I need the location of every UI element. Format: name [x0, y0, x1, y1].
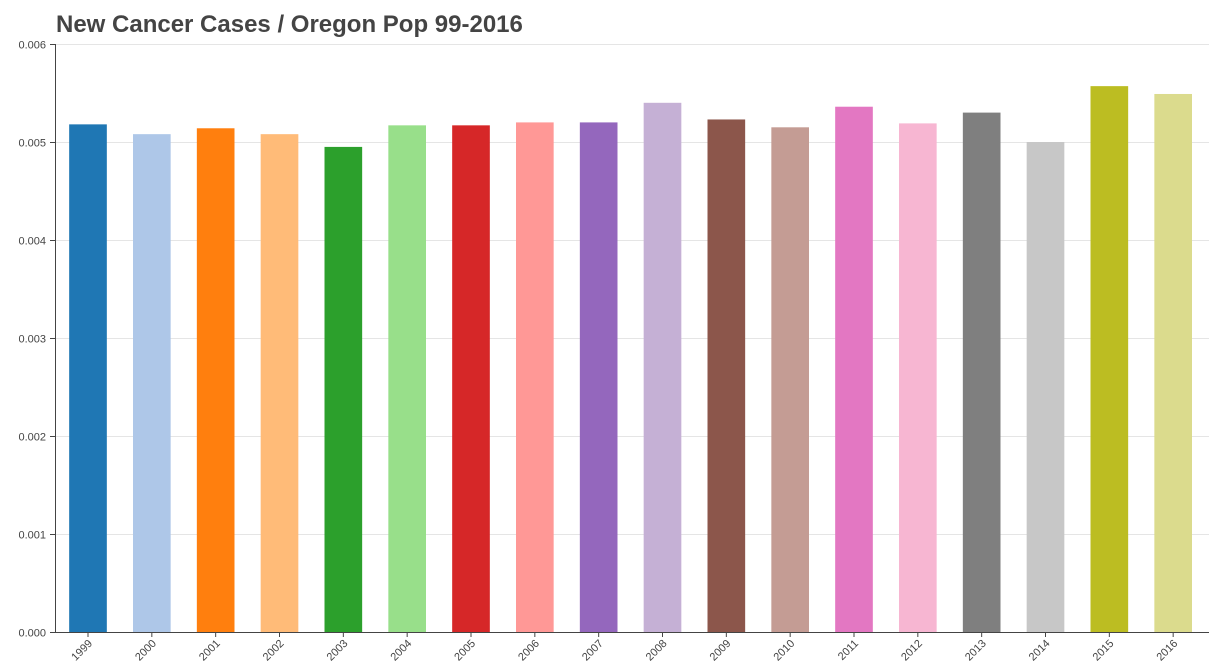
x-tick-label: 2007 — [580, 638, 606, 664]
bar-2001[interactable] — [196, 128, 235, 632]
x-tick-label: 2015 — [1091, 638, 1117, 664]
bar-1999[interactable] — [69, 124, 107, 633]
y-tick-label: 0.001 — [18, 530, 46, 542]
bar-2000[interactable] — [133, 134, 171, 632]
x-tick-label: 2006 — [516, 638, 542, 664]
bar-2005[interactable] — [452, 125, 490, 632]
bar-2004[interactable] — [388, 125, 426, 632]
x-tick-label: 2004 — [388, 638, 414, 664]
gridlines — [55, 44, 1209, 535]
bar-2008[interactable] — [643, 102, 682, 633]
y-tick-label: 0.005 — [18, 138, 46, 150]
x-tick-label: 2016 — [1154, 638, 1180, 664]
x-tick-label: 2005 — [452, 638, 478, 664]
bar-2003[interactable] — [324, 146, 363, 632]
chart-title: New Cancer Cases / Oregon Pop 99-2016 — [56, 11, 523, 38]
x-tick-label: 2012 — [899, 638, 925, 664]
bar-2010[interactable] — [771, 127, 809, 633]
y-tick-label: 0.004 — [18, 236, 46, 248]
y-tick-label: 0.002 — [18, 432, 46, 444]
x-tick-label: 2009 — [708, 638, 734, 664]
bar-2014[interactable] — [1026, 142, 1065, 632]
x-tick-label: 1999 — [69, 638, 95, 664]
y-axis-ticks: 0.000 0.001 0.002 0.003 0.004 0.005 0.006 — [18, 40, 55, 640]
x-tick-label: 2010 — [771, 638, 797, 664]
bar-2011[interactable] — [835, 106, 873, 633]
x-tick-label: 2014 — [1027, 638, 1053, 664]
bar-2015[interactable] — [1090, 86, 1129, 632]
y-tick-label: 0.003 — [18, 334, 46, 346]
x-tick-label: 2011 — [836, 638, 861, 663]
bar-2007[interactable] — [579, 122, 618, 633]
x-tick-label: 2002 — [261, 638, 287, 664]
x-tick-label: 2000 — [133, 638, 159, 664]
y-tick-label: 0.006 — [18, 40, 46, 52]
bar-2009[interactable] — [707, 119, 746, 632]
x-tick-label: 2013 — [963, 638, 989, 664]
y-tick-label: 0.000 — [18, 628, 46, 640]
bars — [69, 86, 1192, 633]
bar-2006[interactable] — [516, 122, 554, 633]
bar-2012[interactable] — [899, 123, 937, 632]
x-axis-ticks: 1999 2000 2001 2002 2003 2004 2005 2006 2007 2008… — [69, 632, 1180, 663]
bar-2016[interactable] — [1154, 93, 1192, 633]
axes — [55, 44, 1209, 633]
x-tick-label: 2003 — [325, 638, 351, 664]
x-tick-label: 2001 — [197, 638, 223, 664]
bar-2013[interactable] — [962, 112, 1001, 633]
bar-2002[interactable] — [260, 134, 299, 632]
x-tick-label: 2008 — [644, 638, 670, 664]
